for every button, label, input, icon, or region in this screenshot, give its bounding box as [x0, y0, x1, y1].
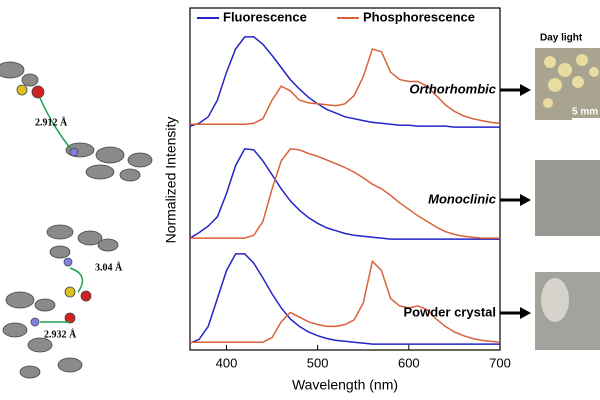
crystals: [543, 54, 599, 108]
distance-label: 2.932 Å: [44, 328, 77, 340]
photo-header: Day light: [540, 33, 583, 44]
spectrum-line: [189, 253, 500, 345]
contact-arrows: [39, 97, 84, 323]
spectrum-line: [190, 148, 500, 239]
x-tick-label: 600: [398, 355, 420, 370]
x-tick-label: 500: [307, 355, 329, 370]
spectrum-line: [189, 148, 500, 240]
panel-label: Powder crystal: [404, 304, 497, 319]
spectrum-line: [189, 36, 500, 128]
plot-frame: [189, 7, 501, 351]
x-tick-label: 700: [489, 355, 511, 370]
legend-label: Fluorescence: [223, 9, 307, 24]
legend-label: Phosphorescence: [363, 9, 475, 24]
panel-label: Monoclinic: [428, 191, 497, 206]
powder: [541, 278, 569, 322]
x-tick-label: 400: [216, 355, 238, 370]
y-axis-label: Normalized Intensity: [163, 117, 179, 244]
panel-label: Orthorhombic: [409, 81, 496, 96]
x-axis-label: Wavelength (nm): [292, 377, 398, 393]
spectrum-line: [190, 48, 501, 126]
arrow-head: [520, 307, 531, 319]
molecule-structures: [0, 61, 153, 379]
arrow-head: [520, 194, 531, 206]
arrow-head: [520, 84, 531, 96]
scale-label: 5 mm: [572, 107, 598, 118]
photo: [535, 160, 600, 236]
distance-label: 2.912 Å: [35, 116, 68, 128]
distance-label: 3.04 Å: [95, 261, 123, 273]
spectrum-line: [190, 259, 501, 343]
